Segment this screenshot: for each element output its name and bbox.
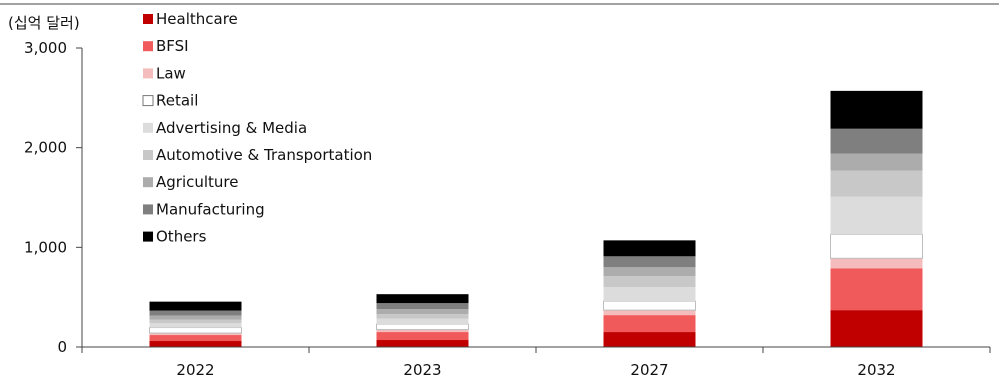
bar-segment-2022-healthcare [149, 341, 242, 347]
y-tick-label: 1,000 [24, 238, 67, 256]
x-tick-label: 2022 [176, 361, 214, 379]
bar-segment-2032-bfsi [830, 268, 923, 311]
bar-segment-2023-automotive-transportation [376, 314, 469, 319]
bar-segment-2023-manufacturing [376, 303, 469, 310]
legend-swatch [143, 14, 153, 24]
bar-segment-2027-law [603, 310, 696, 316]
bar-segment-2023-advertising-media [376, 318, 469, 325]
x-tick-label: 2023 [403, 361, 441, 379]
x-tick-label: 2032 [857, 361, 895, 379]
bar-segment-2027-healthcare [603, 332, 696, 347]
bar-segment-2022-advertising-media [149, 323, 242, 328]
bar-segment-2023-bfsi [376, 332, 469, 341]
legend-swatch [143, 150, 153, 160]
legend-swatch [143, 231, 153, 242]
legend-label: Automotive & Transportation [156, 146, 372, 164]
legend-swatch [143, 68, 153, 79]
legend-label: BFSI [156, 37, 189, 55]
y-tick-label: 0 [57, 338, 67, 356]
bar-segment-2032-law [830, 258, 923, 269]
y-tick-label: 2,000 [24, 139, 67, 157]
bar-segment-2022-retail [149, 327, 242, 334]
bar-segment-2032-automotive-transportation [830, 170, 923, 197]
bar-segment-2022-automotive-transportation [149, 319, 242, 324]
bar-segment-2022-manufacturing [149, 310, 242, 316]
bar-segment-2022-law [149, 333, 242, 336]
legend-swatch [143, 41, 153, 52]
legend-swatch [143, 122, 153, 133]
bars-group [149, 90, 923, 347]
axes-group: 0 1,000 2,000 3,000 2022 2023 2027 2032 [24, 39, 991, 379]
bar-segment-2023-healthcare [376, 340, 469, 347]
unit-label: (십억 달러) [8, 14, 80, 32]
bar-segment-2022-agriculture [149, 315, 242, 320]
legend-swatch [143, 204, 153, 215]
x-tick-label: 2027 [630, 361, 668, 379]
legend-label: Retail [156, 92, 198, 110]
legend-label: Law [156, 64, 186, 82]
bar-segment-2027-others [603, 240, 696, 257]
legend-label: Manufacturing [156, 200, 265, 218]
legend-label: Advertising & Media [156, 119, 307, 137]
bar-segment-2027-manufacturing [603, 256, 696, 268]
legend-label: Others [156, 228, 207, 246]
legend-label: Healthcare [156, 10, 238, 28]
legend: Healthcare BFSI Law Retail Advertising & Med… [142, 10, 372, 246]
bar-segment-2032-healthcare [830, 310, 923, 347]
bar-segment-2032-advertising-media [830, 196, 923, 235]
legend-swatch [142, 95, 154, 107]
bar-segment-2023-retail [376, 323, 469, 331]
bar-segment-2032-others [830, 90, 923, 129]
bar-segment-2023-law [376, 329, 469, 333]
y-tick-label: 3,000 [24, 39, 67, 57]
bar-segment-2022-bfsi [149, 335, 242, 342]
bar-segment-2027-automotive-transportation [603, 276, 696, 288]
bar-segment-2022-others [149, 301, 242, 311]
legend-swatch [143, 177, 153, 188]
bar-segment-2032-retail [830, 233, 923, 259]
legend-label: Agriculture [156, 173, 239, 191]
bar-segment-2023-agriculture [376, 309, 469, 315]
bar-segment-2027-agriculture [603, 267, 696, 277]
bar-segment-2032-agriculture [830, 153, 923, 171]
bar-segment-2027-bfsi [603, 315, 696, 333]
bar-segment-2027-advertising-media [603, 287, 696, 302]
bar-segment-2023-others [376, 294, 469, 304]
bar-segment-2027-retail [603, 300, 696, 311]
bar-segment-2032-manufacturing [830, 128, 923, 154]
